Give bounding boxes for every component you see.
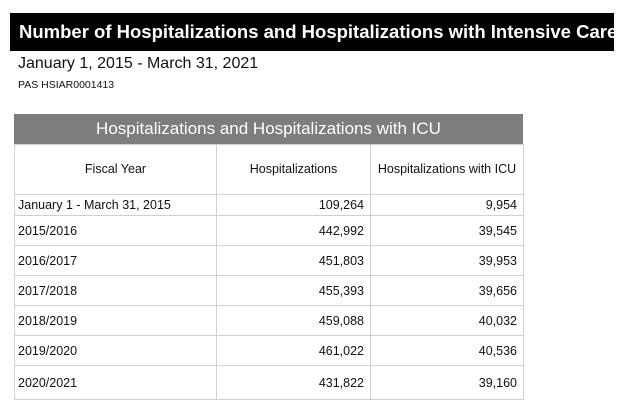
hospitalizations-cell: 461,022 — [216, 335, 371, 366]
icu-cell: 39,953 — [370, 245, 524, 276]
icu-cell: 39,545 — [370, 215, 524, 246]
hospitalizations-cell: 442,992 — [216, 215, 371, 246]
table-caption: Hospitalizations and Hospitalizations wi… — [14, 114, 523, 144]
table-row: 2015/2016 442,992 39,545 — [14, 215, 524, 246]
column-header-icu: Hospitalizations with ICU — [370, 144, 524, 195]
table-row: 2019/2020 461,022 40,536 — [14, 335, 524, 366]
fiscal-year-cell: 2019/2020 — [14, 335, 217, 366]
fiscal-year-cell: 2020/2021 — [14, 365, 217, 400]
fiscal-year-cell: 2016/2017 — [14, 245, 217, 276]
table-row: January 1 - March 31, 2015 109,264 9,954 — [14, 194, 524, 216]
fiscal-year-cell: 2017/2018 — [14, 275, 217, 306]
hospitalizations-table: Fiscal Year Hospitalizations Hospitaliza… — [14, 144, 524, 400]
fiscal-year-cell: 2018/2019 — [14, 305, 217, 336]
icu-cell: 9,954 — [370, 194, 524, 216]
table-row: 2020/2021 431,822 39,160 — [14, 365, 524, 400]
hospitalizations-cell: 451,803 — [216, 245, 371, 276]
icu-cell: 40,536 — [370, 335, 524, 366]
column-header-hospitalizations: Hospitalizations — [216, 144, 371, 195]
hospitalizations-cell: 459,088 — [216, 305, 371, 336]
table-row: 2018/2019 459,088 40,032 — [14, 305, 524, 336]
table-row: 2017/2018 455,393 39,656 — [14, 275, 524, 306]
report-id: PAS HSIAR0001413 — [18, 79, 115, 91]
icu-cell: 40,032 — [370, 305, 524, 336]
icu-cell: 39,160 — [370, 365, 524, 400]
date-range: January 1, 2015 - March 31, 2021 — [18, 55, 259, 72]
fiscal-year-cell: 2015/2016 — [14, 215, 217, 246]
table-header-row: Fiscal Year Hospitalizations Hospitaliza… — [14, 144, 524, 195]
fiscal-year-cell: January 1 - March 31, 2015 — [14, 194, 217, 216]
document-title: Number of Hospitalizations and Hospitali… — [10, 13, 617, 51]
hospitalizations-cell: 431,822 — [216, 365, 371, 400]
icu-cell: 39,656 — [370, 275, 524, 306]
hospitalizations-cell: 455,393 — [216, 275, 371, 306]
table-row: 2016/2017 451,803 39,953 — [14, 245, 524, 276]
hospitalizations-cell: 109,264 — [216, 194, 371, 216]
column-header-fiscal-year: Fiscal Year — [14, 144, 217, 195]
